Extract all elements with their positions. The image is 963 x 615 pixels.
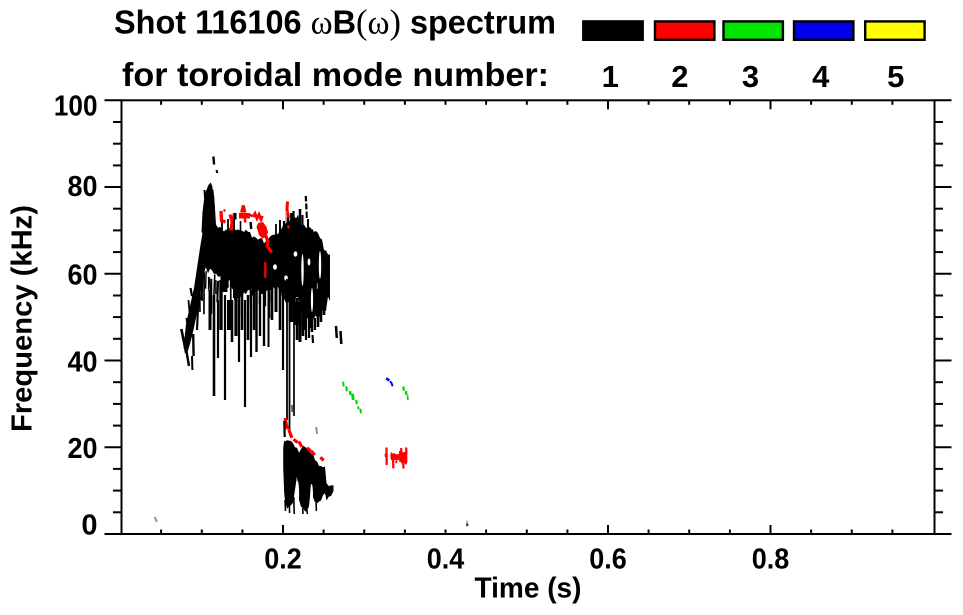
svg-text:5: 5: [887, 59, 904, 94]
svg-text:Time (s): Time (s): [475, 572, 582, 604]
svg-text:40: 40: [68, 347, 98, 379]
svg-text:0.4: 0.4: [427, 544, 465, 576]
svg-text:0.2: 0.2: [264, 544, 302, 576]
svg-text:Shot 116106 ωB(ω) spectrum: Shot 116106 ωB(ω) spectrum: [114, 3, 556, 42]
svg-text:3: 3: [742, 59, 759, 94]
svg-text:4: 4: [812, 59, 830, 94]
svg-text:0.8: 0.8: [752, 544, 790, 576]
svg-text:0: 0: [81, 510, 97, 542]
svg-text:80: 80: [68, 171, 98, 203]
svg-text:1: 1: [602, 59, 619, 94]
svg-text:Frequency (kHz): Frequency (kHz): [7, 205, 39, 432]
svg-text:2: 2: [671, 59, 688, 94]
svg-text:60: 60: [68, 260, 98, 292]
svg-text:0.6: 0.6: [589, 544, 627, 576]
svg-text:100: 100: [54, 90, 98, 122]
svg-text:for toroidal mode number:: for toroidal mode number:: [122, 56, 549, 93]
svg-text:20: 20: [68, 433, 98, 465]
